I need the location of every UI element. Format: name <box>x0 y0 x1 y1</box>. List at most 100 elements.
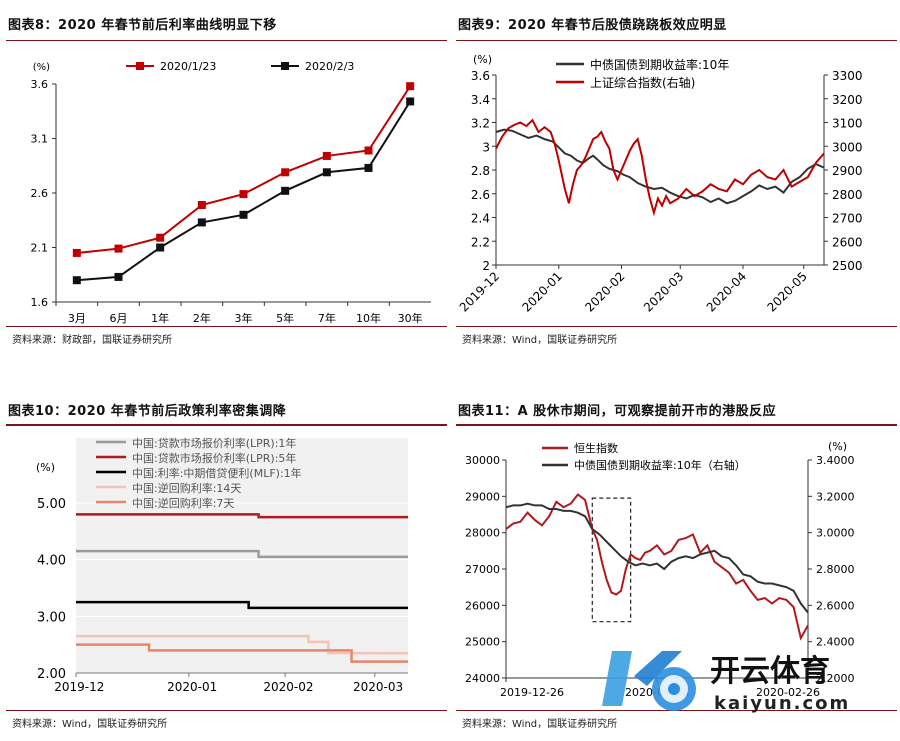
y-tick-label: 28000 <box>465 527 500 540</box>
y-tick-label: 30000 <box>465 454 500 467</box>
y-tick-label: 25000 <box>465 636 500 649</box>
kaiyun-watermark: 开云体育 kaiyun.com <box>602 651 850 714</box>
series-line <box>76 549 408 559</box>
x-tick-label: 2020-02 <box>582 269 627 314</box>
hsi-yield-chart: (%) 24000 25000 26000 27000 28000 29000 30000 2.… <box>465 440 855 699</box>
x-tick-label: 2020-03 <box>641 269 686 314</box>
data-point <box>156 243 165 252</box>
y-tick-label: 5.00 <box>37 497 66 512</box>
data-point <box>239 210 248 219</box>
y2-tick-label: 2.4000 <box>816 636 855 649</box>
y-tick-label: 2.00 <box>37 667 66 682</box>
data-point <box>281 168 290 177</box>
x-tick-label: 3年 <box>235 311 253 325</box>
watermark-domain: kaiyun.com <box>714 693 850 714</box>
data-point <box>197 218 206 227</box>
y2-tick-label: 2700 <box>832 212 863 226</box>
plot-area <box>76 438 408 673</box>
legend-marker <box>136 62 144 70</box>
unit-label: (%) <box>828 440 847 453</box>
source-note: 资料来源：Wind，国联证券研究所 <box>462 335 618 346</box>
panel-chart-10: 图表10：2020 年春节前后政策利率密集调降 2.00 3.00 4.00 5.00… <box>6 392 447 737</box>
series-line <box>76 513 408 519</box>
data-point <box>406 82 415 91</box>
legend-label: 2020/1/23 <box>160 60 216 73</box>
y-tick-label: 2.1 <box>31 242 49 255</box>
legend-label: 上证综合指数(右轴) <box>590 75 695 90</box>
data-point <box>114 244 123 253</box>
legend-label: 中国:逆回购利率:7天 <box>132 496 234 510</box>
source-note: 资料来源：财政部，国联证券研究所 <box>12 335 172 346</box>
y2-tick-label: 3100 <box>832 117 863 131</box>
unit-label: (%) <box>36 461 55 474</box>
title-rule <box>6 40 447 41</box>
chart-title: 图表8：2020 年春节前后利率曲线明显下移 <box>8 18 277 33</box>
y-tick-label: 26000 <box>465 599 500 612</box>
data-point <box>239 190 248 199</box>
panel-chart-9: 图表9：2020 年春节后股债跷跷板效应明显 (%) 2 2.2 2.4 2.6 2.8 3… <box>456 8 897 348</box>
y2-tick-label: 3.0000 <box>816 527 855 540</box>
x-tick-label: 2020-05 <box>765 269 810 314</box>
legend-marker <box>281 62 289 70</box>
source-rule <box>6 710 447 711</box>
annotation-box <box>591 497 632 623</box>
y-tick-label: 3.6 <box>31 78 49 91</box>
y-tick-label: 2.8 <box>471 164 490 178</box>
data-point <box>322 151 331 160</box>
source-note: 资料来源：Wind，国联证券研究所 <box>12 719 168 730</box>
x-tick-label: 2020-03 <box>353 680 403 694</box>
legend-label: 恒生指数 <box>574 441 618 455</box>
title-rule <box>456 40 897 41</box>
y-tick-label: 2.2 <box>471 235 490 249</box>
data-point <box>364 163 373 172</box>
y-tick-label: 4.00 <box>37 554 66 569</box>
y-tick-label: 3.2 <box>471 117 490 131</box>
y2-tick-label: 2.2000 <box>816 672 855 685</box>
data-point <box>322 168 331 177</box>
source-note: 资料来源：Wind，国联证券研究所 <box>462 719 618 730</box>
y-tick-label: 2.6 <box>31 187 49 200</box>
x-tick-label: 1年 <box>151 311 169 325</box>
legend-label: 中国:利率:中期借贷便利(MLF):1年 <box>132 466 302 480</box>
panel-chart-11: 图表11：A 股休市期间，可观察提前开市的港股反应 (%) 24000 25000 2… <box>456 392 897 737</box>
x-tick-label: 2019-12 <box>457 269 502 314</box>
y2-tick-label: 2500 <box>832 259 863 273</box>
data-point <box>156 233 165 242</box>
y-tick-label: 3 <box>482 140 490 154</box>
y-tick-label: 2.4 <box>471 212 490 226</box>
series-line <box>495 128 825 205</box>
y-tick-label: 3.00 <box>37 610 66 625</box>
y2-tick-label: 2.6000 <box>816 599 855 612</box>
data-point <box>72 276 81 285</box>
chart-title: 图表11：A 股休市期间，可观察提前开市的港股反应 <box>458 404 777 419</box>
x-tick-label: 2年 <box>193 311 211 325</box>
data-point <box>72 248 81 257</box>
x-tick-label: 10年 <box>356 311 381 325</box>
legend-label: 中债国债到期收益率:10年 <box>590 57 729 72</box>
series-line <box>76 600 408 610</box>
x-tick-label: 2019-12-26 <box>500 686 564 699</box>
unit-label: (%) <box>473 53 492 66</box>
x-tick-label: 3月 <box>68 312 86 325</box>
data-point <box>197 200 206 209</box>
data-point <box>406 97 415 106</box>
y-tick-label: 3.1 <box>31 133 49 146</box>
watermark-logo-icon <box>602 651 696 711</box>
title-rule <box>456 424 897 426</box>
source-rule <box>6 326 447 327</box>
data-point <box>114 272 123 281</box>
series-line <box>76 643 408 663</box>
series-line <box>495 118 825 217</box>
legend-label: 2020/2/3 <box>305 60 354 73</box>
y2-tick-label: 3.4000 <box>816 454 855 467</box>
x-tick-label: 2020-02 <box>263 680 313 694</box>
watermark-brand: 开云体育 <box>710 654 830 689</box>
x-tick-label: 2020-01 <box>520 269 565 314</box>
data-point <box>281 186 290 195</box>
x-tick-label: 5年 <box>276 311 294 325</box>
source-rule <box>456 326 897 327</box>
legend-label: 中国:逆回购利率:14天 <box>132 481 241 495</box>
series-line <box>76 634 408 655</box>
y-tick-label: 2.6 <box>471 188 490 202</box>
y2-tick-label: 3300 <box>832 69 863 83</box>
